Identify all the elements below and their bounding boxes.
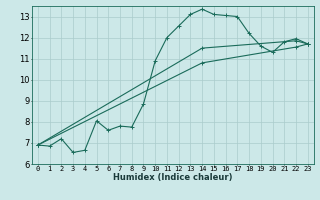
X-axis label: Humidex (Indice chaleur): Humidex (Indice chaleur)	[113, 173, 233, 182]
